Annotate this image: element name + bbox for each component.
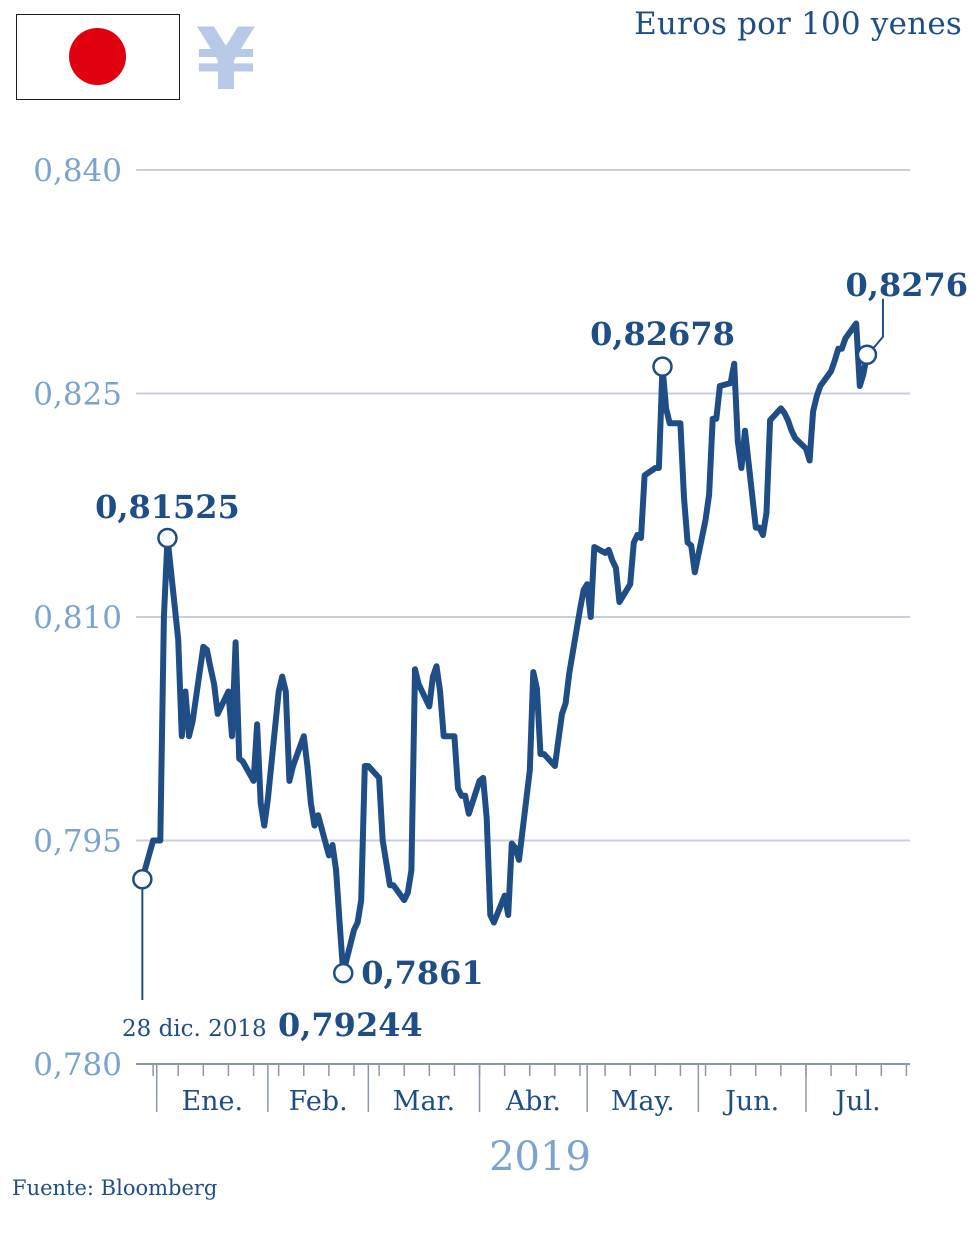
x-tick-label: Ene.: [181, 1086, 243, 1117]
annotation-marker: [157, 527, 178, 549]
annotation-marker: [132, 868, 153, 890]
annotations: 28 dic. 2018 0,79244 0,81525 0,7861 0,82678 0…: [95, 266, 968, 1044]
y-tick-label: 0,825: [33, 377, 122, 413]
unit-label: Euros por 100 yenes: [634, 6, 962, 42]
y-tick-label: 0,810: [33, 600, 122, 636]
x-tick-labels: Ene. Feb. Mar. Abr. May. Jun. Jul.: [181, 1086, 880, 1117]
annotation-marker: [332, 962, 354, 984]
japan-flag-icon: [16, 14, 180, 100]
series-line: [139, 320, 870, 977]
flag-red-disc: [69, 28, 126, 85]
x-tick-label: Jun.: [722, 1086, 779, 1117]
x-axis: [136, 1063, 910, 1112]
annotation-value: 0,7861: [361, 954, 483, 992]
x-tick-label: Abr.: [505, 1086, 561, 1117]
x-tick-label: May.: [611, 1086, 675, 1117]
x-tick-label: Jul.: [832, 1086, 880, 1117]
x-tick-label: Mar.: [393, 1086, 455, 1117]
y-tick-label: 0,795: [33, 824, 122, 860]
y-tick-label: 0,840: [33, 153, 122, 189]
annotation-value: 0,81525: [95, 488, 240, 526]
annotation-value: 0,82678: [590, 315, 735, 353]
annotation-marker: [856, 344, 878, 366]
gridlines: [136, 169, 910, 842]
annotation-value: 0,79244: [278, 1006, 423, 1044]
leader-line: [872, 298, 884, 350]
y-axis: 0,780 0,795 0,810 0,825 0,840: [33, 153, 122, 1083]
annotation-date: 28 dic. 2018: [122, 1016, 267, 1042]
annotation-value: 0,8276: [846, 266, 968, 304]
annotation-marker: [652, 356, 673, 377]
x-axis-label: 2019: [489, 1134, 591, 1180]
series-layer: [139, 320, 870, 977]
yen-icon: ¥: [196, 10, 256, 110]
y-tick-label: 0,780: [33, 1047, 122, 1083]
source-note: Fuente: Bloomberg: [12, 1176, 218, 1200]
x-tick-label: Feb.: [289, 1086, 348, 1117]
